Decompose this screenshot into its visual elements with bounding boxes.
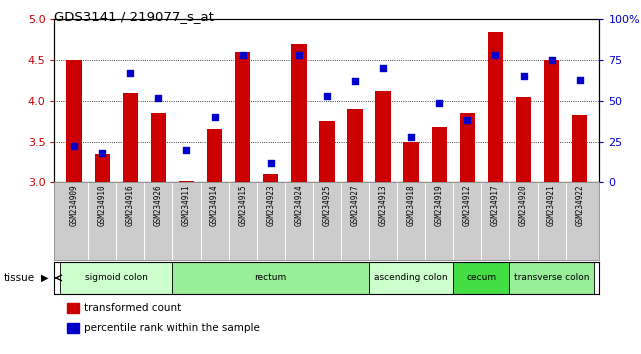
- Text: GSM234923: GSM234923: [266, 185, 275, 226]
- Bar: [60, 262, 172, 294]
- Point: [490, 52, 501, 58]
- Text: GSM234919: GSM234919: [435, 185, 444, 226]
- Bar: [172, 262, 369, 294]
- Point: [153, 95, 163, 101]
- Text: GSM234926: GSM234926: [154, 185, 163, 226]
- Text: GSM234909: GSM234909: [70, 185, 79, 226]
- Point: [406, 134, 416, 139]
- Bar: [67, 60, 82, 182]
- Bar: [369, 262, 453, 294]
- Text: GSM234916: GSM234916: [126, 185, 135, 226]
- Point: [547, 57, 557, 63]
- Bar: [488, 32, 503, 182]
- Point: [378, 65, 388, 71]
- Text: transverse colon: transverse colon: [514, 273, 589, 282]
- Text: GDS3141 / 219077_s_at: GDS3141 / 219077_s_at: [54, 10, 214, 23]
- Text: GSM234920: GSM234920: [519, 185, 528, 226]
- Text: sigmoid colon: sigmoid colon: [85, 273, 147, 282]
- Bar: [319, 121, 335, 182]
- Bar: [453, 262, 510, 294]
- Bar: [347, 109, 363, 182]
- Bar: [403, 142, 419, 182]
- Text: GSM234911: GSM234911: [182, 185, 191, 226]
- Point: [294, 52, 304, 58]
- Text: GSM234924: GSM234924: [294, 185, 303, 226]
- Point: [210, 114, 220, 120]
- Text: GSM234927: GSM234927: [351, 185, 360, 226]
- Bar: [263, 174, 278, 182]
- Bar: [122, 93, 138, 182]
- Point: [574, 77, 585, 82]
- Bar: [431, 127, 447, 182]
- Bar: [572, 115, 587, 182]
- Text: GSM234913: GSM234913: [379, 185, 388, 226]
- Bar: [179, 181, 194, 182]
- Point: [519, 74, 529, 79]
- Text: GSM234910: GSM234910: [97, 185, 107, 226]
- Bar: [235, 52, 251, 182]
- Bar: [516, 97, 531, 182]
- Bar: [151, 113, 166, 182]
- Bar: [94, 154, 110, 182]
- Point: [238, 52, 248, 58]
- Point: [462, 118, 472, 123]
- Text: ▶: ▶: [40, 273, 48, 283]
- Text: cecum: cecum: [466, 273, 496, 282]
- Point: [69, 144, 79, 149]
- Point: [434, 100, 444, 105]
- Point: [265, 160, 276, 166]
- Point: [125, 70, 135, 76]
- Text: rectum: rectum: [254, 273, 287, 282]
- Bar: [460, 113, 475, 182]
- Text: GSM234915: GSM234915: [238, 185, 247, 226]
- Text: GSM234918: GSM234918: [406, 185, 415, 226]
- Bar: [510, 262, 594, 294]
- Text: percentile rank within the sample: percentile rank within the sample: [84, 323, 260, 333]
- Text: GSM234917: GSM234917: [491, 185, 500, 226]
- Bar: [291, 44, 306, 182]
- Text: GSM234912: GSM234912: [463, 185, 472, 226]
- Text: transformed count: transformed count: [84, 303, 181, 313]
- Text: GSM234914: GSM234914: [210, 185, 219, 226]
- Bar: [207, 130, 222, 182]
- Text: GSM234922: GSM234922: [575, 185, 584, 226]
- Point: [322, 93, 332, 99]
- Text: GSM234925: GSM234925: [322, 185, 331, 226]
- Bar: [544, 60, 560, 182]
- Text: GSM234921: GSM234921: [547, 185, 556, 226]
- Text: ascending colon: ascending colon: [374, 273, 448, 282]
- Point: [350, 79, 360, 84]
- Bar: [376, 91, 391, 182]
- Text: tissue: tissue: [3, 273, 35, 283]
- Point: [97, 150, 107, 156]
- Point: [181, 147, 192, 153]
